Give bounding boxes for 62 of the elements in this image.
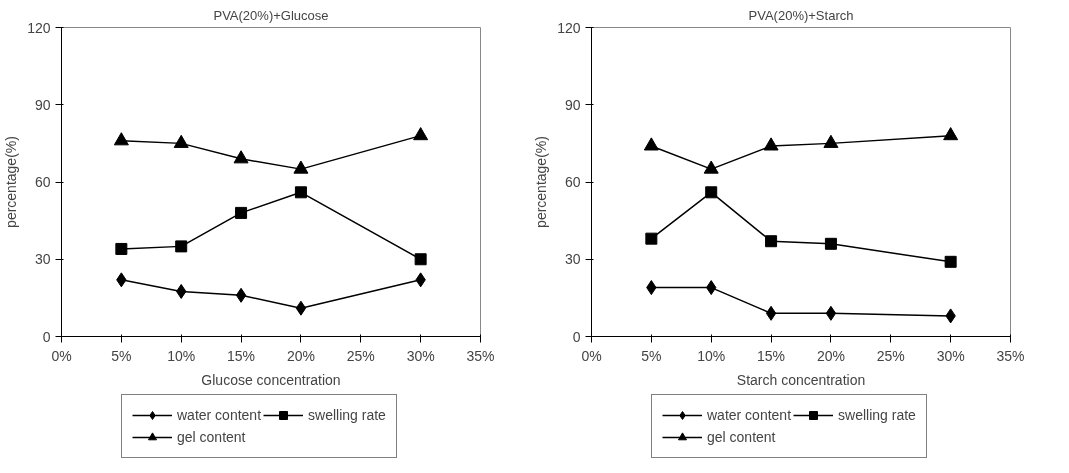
y-tick-label: 0 bbox=[572, 328, 581, 345]
point bbox=[293, 160, 309, 174]
x-tick-label: 0% bbox=[581, 347, 602, 364]
x-tick-label: 30% bbox=[936, 347, 965, 364]
y-axis-title: percentage(%) bbox=[3, 136, 20, 228]
x-tick-label: 25% bbox=[876, 347, 905, 364]
legend-label: water content bbox=[177, 407, 262, 423]
legend-label: swelling rate bbox=[838, 407, 916, 423]
x-tick-label: 35% bbox=[996, 347, 1025, 364]
point bbox=[175, 240, 188, 253]
point bbox=[645, 232, 658, 245]
y-tick-label: 90 bbox=[34, 96, 51, 113]
legend-label: gel content bbox=[707, 429, 776, 445]
y-tick-label: 120 bbox=[557, 19, 581, 36]
point bbox=[703, 160, 719, 174]
point bbox=[824, 237, 837, 250]
point bbox=[115, 242, 128, 255]
y-tick-label: 0 bbox=[42, 328, 51, 345]
point bbox=[643, 137, 659, 151]
point bbox=[823, 134, 839, 148]
x-tick-label: 15% bbox=[227, 347, 256, 364]
chart-title: PVA(20%)+Starch bbox=[748, 7, 854, 23]
x-tick-label: 10% bbox=[697, 347, 726, 364]
y-tick-label: 60 bbox=[564, 174, 581, 190]
legend-label: swelling rate bbox=[308, 407, 386, 423]
x-axis-title: Starch concentration bbox=[736, 371, 866, 388]
point bbox=[414, 253, 427, 266]
x-tick-label: 20% bbox=[816, 347, 845, 364]
point bbox=[763, 137, 779, 151]
point bbox=[113, 132, 129, 146]
y-tick-label: 30 bbox=[34, 251, 51, 268]
point bbox=[235, 287, 247, 303]
x-tick-label: 5% bbox=[111, 347, 132, 364]
point bbox=[413, 127, 429, 141]
x-tick-label: 35% bbox=[466, 347, 495, 364]
point bbox=[294, 186, 307, 199]
y-tick-label: 90 bbox=[564, 96, 581, 113]
x-tick-label: 10% bbox=[167, 347, 196, 364]
point bbox=[943, 127, 959, 141]
point bbox=[825, 305, 837, 321]
point bbox=[233, 150, 249, 164]
point bbox=[765, 305, 777, 321]
x-tick-label: 25% bbox=[346, 347, 375, 364]
x-tick-label: 0% bbox=[51, 347, 72, 364]
chart-title: PVA(20%)+Glucose bbox=[213, 7, 329, 23]
x-axis-title: Glucose concentration bbox=[201, 371, 341, 388]
y-axis-title: percentage(%) bbox=[533, 136, 550, 228]
x-tick-label: 5% bbox=[641, 347, 662, 364]
point bbox=[765, 235, 778, 248]
y-tick-label: 30 bbox=[564, 251, 581, 268]
x-tick-label: 30% bbox=[406, 347, 435, 364]
legend-label: gel content bbox=[177, 429, 246, 445]
y-tick-label: 120 bbox=[27, 19, 51, 36]
point bbox=[295, 300, 307, 316]
x-tick-label: 15% bbox=[757, 347, 786, 364]
point bbox=[944, 255, 957, 268]
y-tick-label: 60 bbox=[34, 174, 51, 190]
point bbox=[705, 186, 718, 199]
point bbox=[235, 206, 248, 219]
x-tick-label: 20% bbox=[286, 347, 315, 364]
legend-label: water content bbox=[707, 407, 792, 423]
point bbox=[173, 134, 189, 148]
